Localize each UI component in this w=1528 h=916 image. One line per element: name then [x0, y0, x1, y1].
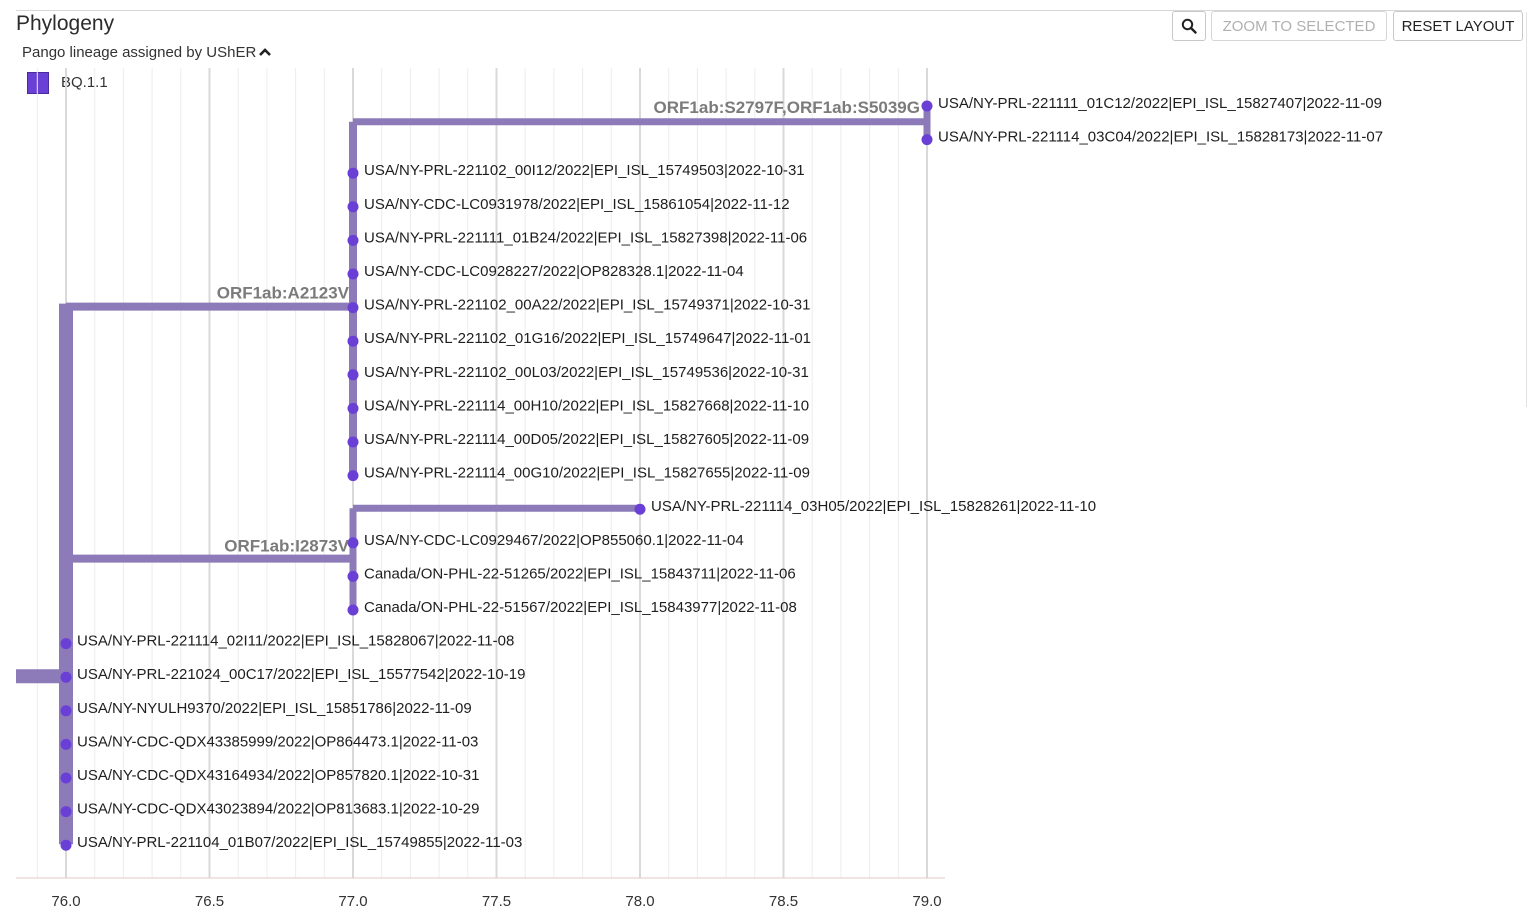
- leaf-node[interactable]: [347, 234, 359, 246]
- search-button[interactable]: [1172, 11, 1206, 41]
- leaf-node[interactable]: [60, 671, 72, 683]
- leaf-node[interactable]: [60, 806, 72, 818]
- legend-toggle-label: Pango lineage assigned by UShER: [22, 44, 257, 61]
- leaf-node[interactable]: [60, 705, 72, 717]
- leaf-label[interactable]: USA/NY-PRL-221114_03C04/2022|EPI_ISL_158…: [938, 129, 1383, 146]
- leaf-node[interactable]: [347, 201, 359, 213]
- leaf-label[interactable]: USA/NY-PRL-221102_01G16/2022|EPI_ISL_157…: [364, 330, 811, 347]
- leaf-node[interactable]: [921, 134, 933, 146]
- leaf-node[interactable]: [634, 503, 646, 515]
- leaf-node[interactable]: [347, 470, 359, 482]
- zoom-to-selected-button[interactable]: ZOOM TO SELECTED: [1211, 11, 1387, 41]
- leaf-label[interactable]: USA/NY-PRL-221114_00D05/2022|EPI_ISL_158…: [364, 431, 809, 448]
- leaf-label[interactable]: USA/NY-CDC-QDX43385999/2022|OP864473.1|2…: [77, 733, 478, 750]
- mutation-label: ORF1ab:I2873V: [224, 537, 349, 556]
- leaf-label[interactable]: USA/NY-PRL-221024_00C17/2022|EPI_ISL_155…: [77, 666, 525, 683]
- leaf-node[interactable]: [347, 268, 359, 280]
- leaf-node[interactable]: [921, 100, 933, 112]
- leaf-node[interactable]: [60, 738, 72, 750]
- panel-edge: [1526, 12, 1527, 407]
- x-tick-label: 78.5: [769, 893, 798, 910]
- leaf-node[interactable]: [347, 369, 359, 381]
- label-layer: ORF1ab:S2797F,ORF1ab:S5039G ORF1ab:A2123V…: [77, 95, 1383, 851]
- leaf-label[interactable]: Canada/ON-PHL-22-51265/2022|EPI_ISL_1584…: [364, 565, 796, 582]
- search-icon: [1181, 18, 1197, 34]
- leaf-node[interactable]: [347, 436, 359, 448]
- leaf-label[interactable]: USA/NY-CDC-LC0929467/2022|OP855060.1|202…: [364, 532, 744, 549]
- x-tick-label: 77.5: [482, 893, 511, 910]
- leaf-node[interactable]: [347, 167, 359, 179]
- leaf-node[interactable]: [347, 335, 359, 347]
- leaf-label[interactable]: USA/NY-CDC-QDX43023894/2022|OP813683.1|2…: [77, 801, 480, 818]
- mutation-label: ORF1ab:A2123V: [217, 284, 350, 303]
- leaf-label[interactable]: USA/NY-PRL-221114_02I11/2022|EPI_ISL_158…: [77, 633, 514, 650]
- x-tick-label: 76.0: [51, 893, 80, 910]
- leaf-node[interactable]: [60, 638, 72, 650]
- leaf-label[interactable]: USA/NY-PRL-221102_00A22/2022|EPI_ISL_157…: [364, 297, 810, 314]
- leaf-label[interactable]: USA/NY-PRL-221102_00I12/2022|EPI_ISL_157…: [364, 162, 805, 179]
- branch-layer: [16, 105, 931, 845]
- x-tick-label: 77.0: [338, 893, 367, 910]
- legend-swatch: [27, 72, 49, 94]
- legend-toggle[interactable]: Pango lineage assigned by UShER: [22, 44, 272, 61]
- leaf-label[interactable]: USA/NY-PRL-221104_01B07/2022|EPI_ISL_157…: [77, 834, 522, 851]
- leaf-node[interactable]: [60, 772, 72, 784]
- leaf-label[interactable]: USA/NY-CDC-QDX43164934/2022|OP857820.1|2…: [77, 767, 480, 784]
- leaf-label[interactable]: USA/NY-PRL-221111_01B24/2022|EPI_ISL_158…: [364, 229, 807, 246]
- page-title: Phylogeny: [16, 12, 115, 35]
- x-tick-label: 78.0: [625, 893, 654, 910]
- leaf-label[interactable]: USA/NY-CDC-LC0931978/2022|EPI_ISL_158610…: [364, 196, 790, 213]
- x-tick-label: 76.5: [195, 893, 224, 910]
- mutation-label: ORF1ab:S2797F,ORF1ab:S5039G: [654, 98, 920, 117]
- leaf-label[interactable]: Canada/ON-PHL-22-51567/2022|EPI_ISL_1584…: [364, 599, 797, 616]
- leaf-label[interactable]: USA/NY-PRL-221111_01C12/2022|EPI_ISL_158…: [938, 95, 1382, 112]
- header-divider: [16, 10, 1522, 11]
- leaf-node[interactable]: [347, 570, 359, 582]
- leaf-node[interactable]: [347, 604, 359, 616]
- leaf-label[interactable]: USA/NY-PRL-221114_00H10/2022|EPI_ISL_158…: [364, 397, 809, 414]
- x-tick-label: 79.0: [912, 893, 941, 910]
- leaf-label[interactable]: USA/NY-PRL-221102_00L03/2022|EPI_ISL_157…: [364, 364, 809, 381]
- leaf-label[interactable]: USA/NY-PRL-221114_00G10/2022|EPI_ISL_158…: [364, 465, 810, 482]
- leaf-label[interactable]: USA/NY-NYULH9370/2022|EPI_ISL_15851786|2…: [77, 700, 472, 717]
- legend-item-label: BQ.1.1: [61, 74, 108, 91]
- leaf-node[interactable]: [347, 402, 359, 414]
- leaf-node[interactable]: [347, 537, 359, 549]
- chevron-up-icon: [259, 48, 272, 56]
- node-layer: [60, 100, 933, 851]
- reset-layout-button[interactable]: RESET LAYOUT: [1393, 11, 1523, 41]
- leaf-node[interactable]: [60, 839, 72, 851]
- leaf-label[interactable]: USA/NY-PRL-221114_03H05/2022|EPI_ISL_158…: [651, 498, 1096, 515]
- axis-layer: 76.0 76.5 77.0 77.5 78.0 78.5 79.0: [16, 877, 945, 910]
- leaf-node[interactable]: [347, 302, 359, 314]
- leaf-label[interactable]: USA/NY-CDC-LC0928227/2022|OP828328.1|202…: [364, 263, 744, 280]
